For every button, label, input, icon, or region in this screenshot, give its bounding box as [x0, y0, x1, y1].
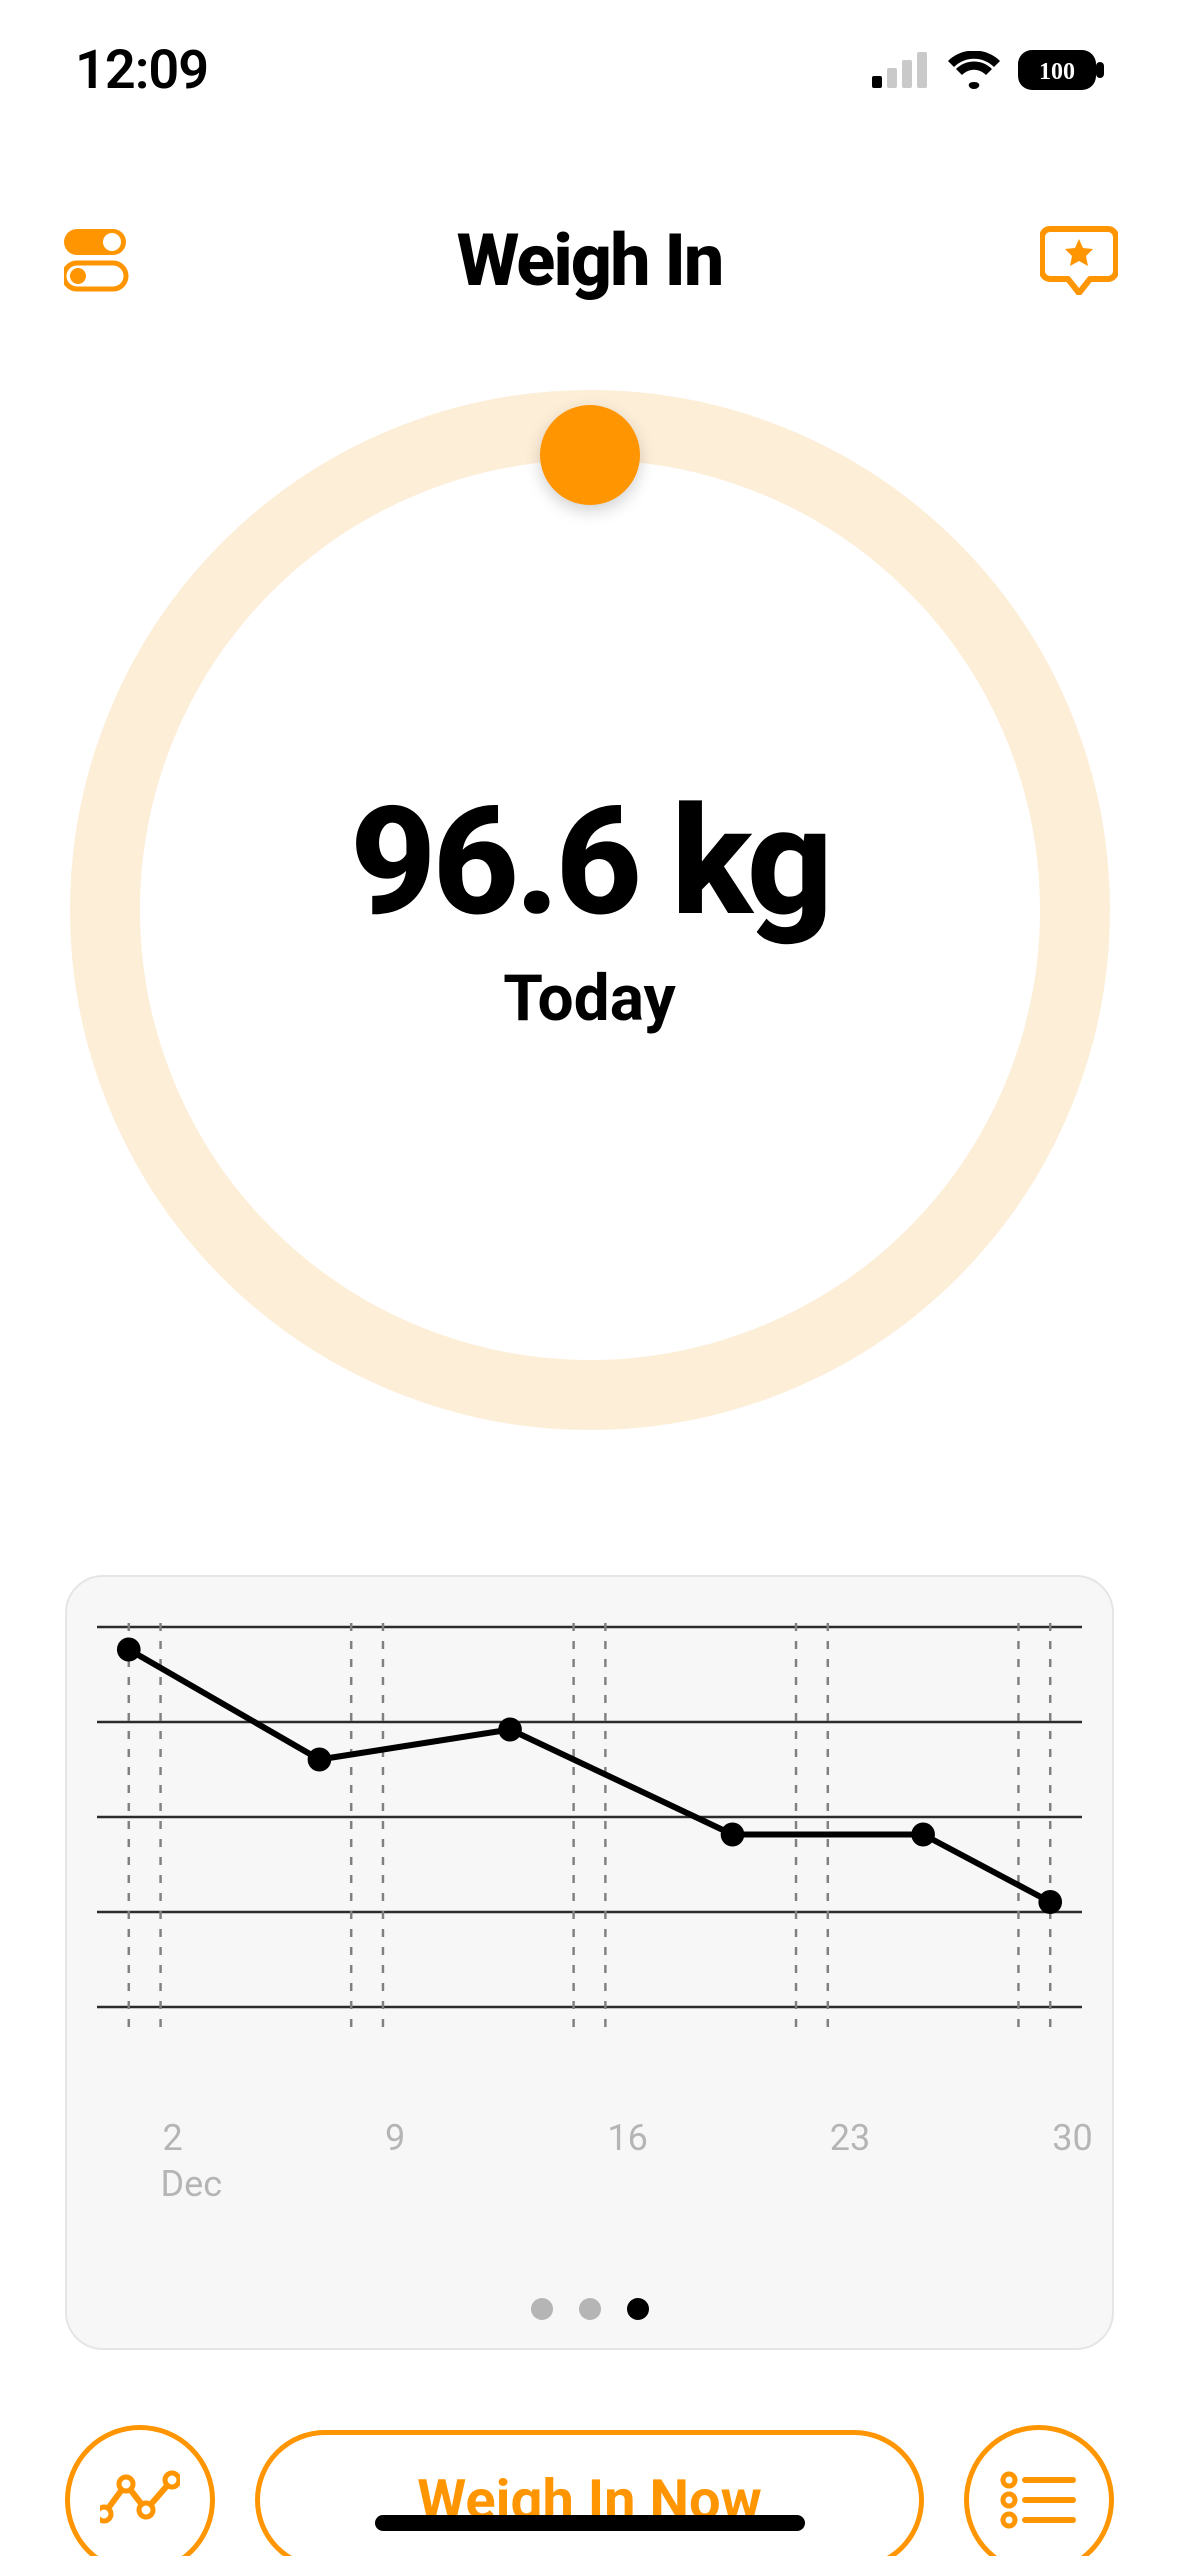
status-bar: 12:09 100: [0, 0, 1179, 140]
bullet-list-icon: [999, 2470, 1079, 2530]
entries-list-button[interactable]: [964, 2425, 1114, 2556]
chart-month-label: Dec: [161, 2163, 223, 2205]
toggle-switches-icon: [64, 227, 136, 293]
current-weight-subtitle: Today: [503, 961, 675, 1036]
pager-dot[interactable]: [579, 2298, 601, 2320]
dial-center: 96.6 kg Today: [70, 390, 1110, 1430]
trends-button[interactable]: [65, 2425, 215, 2556]
weight-history-chart: 29162330Dec: [97, 1607, 1082, 2227]
pager-dot[interactable]: [531, 2298, 553, 2320]
line-graph-icon: [100, 2470, 180, 2530]
action-bar: Weigh In Now: [65, 2420, 1114, 2556]
chart-x-tick: 16: [607, 2117, 647, 2159]
chart-x-tick: 9: [385, 2117, 405, 2159]
pager-dot[interactable]: [627, 2298, 649, 2320]
nav-header: Weigh In: [0, 200, 1179, 320]
battery-level: 100: [1039, 59, 1075, 85]
chart-pager[interactable]: [67, 2298, 1112, 2320]
weigh-in-now-button[interactable]: Weigh In Now: [255, 2430, 924, 2556]
chart-x-tick: 2: [163, 2117, 183, 2159]
home-indicator: [375, 2515, 805, 2531]
chart-x-tick: 23: [830, 2117, 870, 2159]
wifi-icon: [948, 51, 1000, 89]
chat-star-icon: [1040, 225, 1118, 295]
weight-dial[interactable]: 96.6 kg Today: [70, 390, 1110, 1430]
chart-x-tick: 30: [1052, 2117, 1092, 2159]
page-title: Weigh In: [457, 218, 723, 303]
feedback-button[interactable]: [1034, 215, 1124, 305]
settings-toggle-button[interactable]: [55, 215, 145, 305]
current-weight-value: 96.6 kg: [350, 784, 829, 942]
weight-history-card[interactable]: 2 9 16 23 30 Dec: [65, 1575, 1114, 2350]
cellular-signal-icon: [872, 52, 930, 88]
status-indicators: 100: [872, 50, 1104, 90]
battery-icon: 100: [1018, 50, 1104, 90]
status-time: 12:09: [75, 39, 208, 102]
